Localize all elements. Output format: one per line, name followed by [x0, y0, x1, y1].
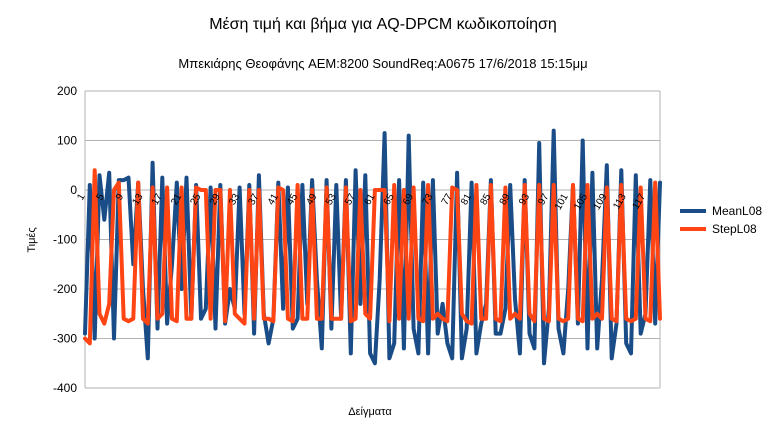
x-tick-label: 53: [324, 192, 339, 208]
y-tick-label: -400: [53, 381, 77, 395]
x-axis-label: Δείγματα: [348, 406, 392, 418]
legend-label-MeanL08: MeanL08: [712, 204, 762, 218]
series-line-MeanL08: [83, 128, 662, 366]
x-tick-label: 73: [420, 192, 435, 208]
x-tick-label: 93: [517, 192, 532, 208]
x-tick-label: 113: [611, 192, 629, 212]
y-tick-label: 100: [57, 134, 77, 148]
x-tick-label: 13: [130, 192, 145, 208]
x-tick-label: 81: [459, 192, 474, 208]
x-tick-label: 5: [95, 192, 108, 203]
plot-area: [83, 128, 662, 366]
y-tick-label: 0: [70, 183, 77, 197]
x-tick-label: 21: [169, 192, 184, 208]
x-tick-label: 41: [266, 192, 281, 208]
y-axis: 200 100 0 -100 -200 -300 -400: [53, 84, 77, 395]
x-tick-label: 97: [536, 192, 551, 208]
y-tick-label: -100: [53, 233, 77, 247]
y-tick-label: -200: [53, 282, 77, 296]
x-tick-label: 33: [227, 192, 242, 208]
x-tick-label: 85: [478, 192, 493, 208]
legend-label-StepL08: StepL08: [712, 222, 757, 236]
chart-subtitle: Μπεκιάρης Θεοφάνης AEM:8200 SoundReq:A06…: [178, 56, 587, 71]
x-tick-label: 45: [285, 192, 300, 208]
x-tick-label: 25: [188, 192, 203, 208]
y-tick-label: -300: [53, 332, 77, 346]
legend: MeanL08 StepL08: [680, 204, 762, 236]
x-tick-label: 49: [304, 192, 319, 208]
x-tick-label: 1: [75, 192, 88, 203]
x-tick-label: 37: [246, 192, 261, 208]
x-tick-label: 117: [631, 192, 649, 212]
x-tick-label: 77: [440, 192, 455, 208]
y-tick-label: 200: [57, 84, 77, 98]
x-tick-label: 57: [343, 192, 358, 208]
x-tick-label: 17: [150, 192, 165, 208]
y-axis-label: Τιμές: [26, 227, 38, 252]
x-tick-label: 69: [401, 192, 416, 208]
x-tick-label: 61: [362, 192, 377, 208]
x-tick-label: 29: [208, 192, 223, 208]
chart-title: Μέση τιμή και βήμα για AQ-DPCM κωδικοποί…: [209, 16, 557, 33]
x-tick-label: 65: [382, 192, 397, 208]
x-tick-label: 89: [498, 192, 513, 208]
x-tick-label: 9: [114, 192, 127, 203]
series-line-StepL08: [83, 168, 662, 346]
